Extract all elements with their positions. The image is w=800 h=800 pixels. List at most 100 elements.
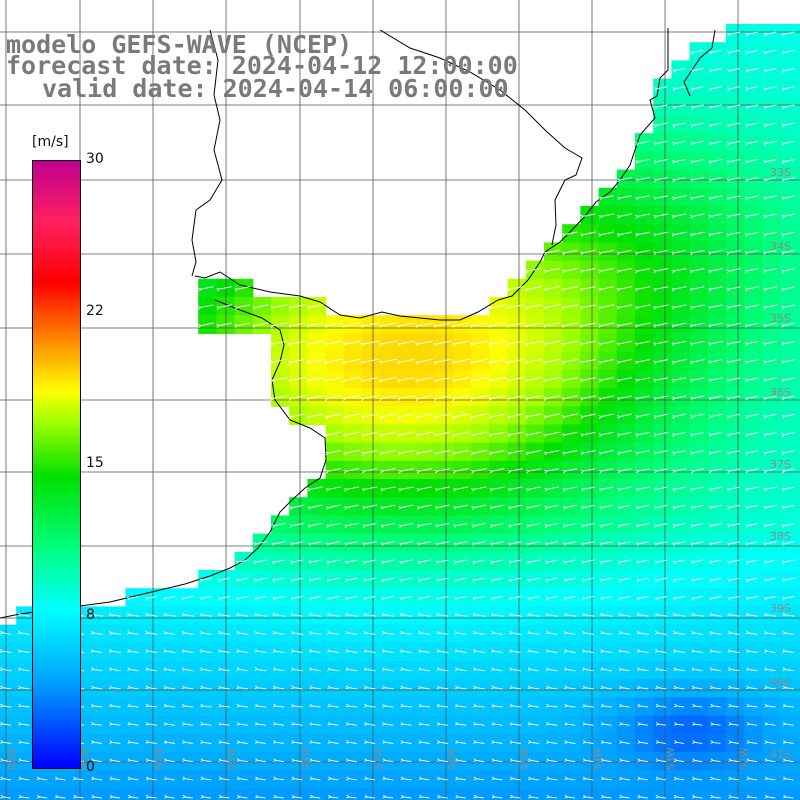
wind-cell (671, 788, 691, 800)
wind-arrow (344, 577, 358, 583)
wind-arrow (764, 794, 776, 799)
wind-cell (507, 788, 527, 800)
wind-arrow (708, 177, 723, 183)
wind-arrow (635, 395, 651, 401)
wind-arrow (708, 395, 723, 401)
coastal-lagoon (683, 29, 716, 97)
wind-arrow (0, 794, 11, 799)
wind-arrow (271, 522, 286, 528)
wind-arrow (543, 450, 560, 456)
wind-cell (762, 788, 782, 800)
wind-arrow (617, 504, 632, 510)
wind-arrow (397, 322, 415, 329)
wind-arrow (600, 758, 612, 763)
wind-cell (798, 497, 800, 516)
wind-arrow (581, 541, 595, 547)
wind-arrow (708, 231, 723, 237)
longitude-label: 53W (666, 747, 677, 770)
wind-arrow (781, 322, 795, 328)
wind-arrow (598, 304, 615, 310)
wind-arrow (653, 486, 668, 492)
wind-arrow (342, 395, 361, 401)
wind-arrow (672, 541, 686, 546)
wind-arrow (343, 449, 360, 456)
wind-arrow (600, 612, 613, 617)
wind-vectors (0, 31, 800, 799)
wind-arrow (600, 649, 613, 654)
wind-arrow (181, 685, 194, 690)
wind-arrow (434, 468, 451, 474)
wind-arrow (616, 413, 632, 419)
wind-arrow (727, 31, 741, 37)
wind-arrow (163, 721, 176, 726)
wind-arrow (382, 740, 394, 744)
wind-arrow (653, 304, 669, 310)
wind-arrow (435, 522, 450, 528)
wind-arrow (635, 195, 650, 201)
wind-arrow (473, 758, 485, 763)
wind-arrow (452, 413, 470, 419)
wind-arrow (181, 595, 194, 601)
wind-arrow (326, 522, 341, 528)
wind-arrow (181, 630, 194, 635)
wind-arrow (637, 685, 649, 690)
wind-arrow (399, 559, 413, 565)
wind-arrow (781, 450, 795, 455)
wind-arrow (782, 685, 794, 690)
wind-arrow (397, 395, 415, 401)
wind-arrow (781, 68, 795, 73)
wind-arrow (163, 740, 175, 744)
wind-arrow (488, 413, 506, 419)
wind-arrow (781, 523, 795, 528)
wind-arrow (453, 541, 468, 547)
wind-arrow (218, 630, 231, 635)
wind-arrow (309, 758, 321, 763)
wind-arrow (561, 322, 579, 328)
wind-arrow (582, 776, 594, 781)
wind-arrow (580, 395, 596, 401)
wind-arrow (726, 231, 741, 237)
wind-arrow (489, 486, 505, 492)
wind-cell (798, 115, 800, 134)
wind-arrow (636, 630, 649, 635)
wind-cell (798, 551, 800, 571)
wind-arrow (637, 721, 648, 726)
wind-arrow (653, 249, 669, 256)
wind-arrow (272, 685, 285, 690)
wind-arrow (745, 523, 759, 528)
wind-arrow (509, 612, 522, 617)
wind-arrow (781, 231, 796, 237)
wind-arrow (763, 432, 777, 437)
wind-arrow (728, 703, 739, 708)
wind-arrow (18, 685, 30, 690)
wind-cell (798, 42, 800, 61)
wind-arrow (763, 249, 777, 255)
wind-arrow (17, 612, 30, 617)
longitude-label: 60W (154, 747, 165, 770)
wind-arrow (782, 577, 795, 583)
wind-arrow (653, 413, 669, 419)
wind-arrow (546, 721, 558, 726)
wind-arrow (488, 395, 506, 401)
wind-arrow (290, 667, 303, 672)
wind-arrow (325, 468, 342, 474)
wind-arrow (490, 595, 504, 601)
wind-arrow (561, 395, 578, 401)
longitude-labels: 62W 61W 60W 59W 58W 57W 56W 55W 54W 53W 52W (7, 747, 750, 770)
wind-arrow (199, 612, 212, 617)
wind-arrow (618, 595, 631, 601)
wind-arrow (73, 776, 84, 781)
wind-arrow (673, 721, 685, 726)
wind-cell (198, 788, 217, 800)
wind-arrow (598, 395, 614, 401)
wind-arrow (417, 595, 431, 601)
wind-arrow (90, 703, 103, 708)
wind-arrow (127, 794, 139, 799)
wind-arrow (764, 685, 776, 690)
wind-cell (471, 788, 490, 800)
wind-arrow (763, 504, 777, 510)
wind-arrow (726, 340, 741, 346)
wind-arrow (452, 431, 469, 438)
wind-arrow (708, 140, 723, 146)
wind-arrow (564, 685, 576, 690)
